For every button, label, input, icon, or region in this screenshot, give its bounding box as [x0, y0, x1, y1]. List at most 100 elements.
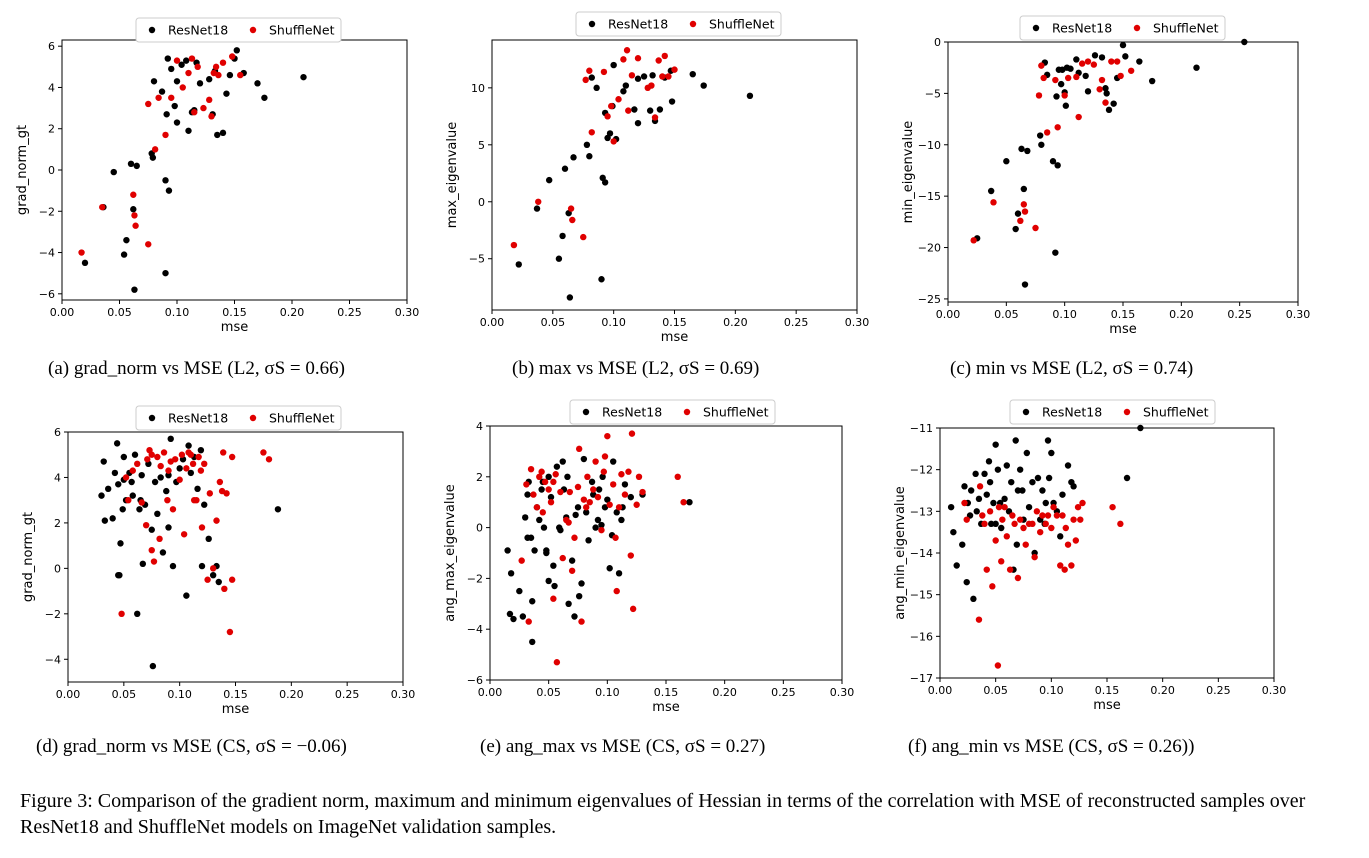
resnet18-point — [524, 491, 531, 498]
legend-marker-shufflenet — [249, 26, 257, 34]
resnet18-point — [1039, 487, 1046, 494]
resnet18-point — [98, 492, 105, 499]
scatter-chart-e: 0.00 0.05 0.10 0.15 0.20 0.25 0.30 −6 −4 −2 0 2 4 mse… — [443, 399, 854, 715]
resnet18-point — [550, 562, 557, 569]
legend-marker-resnet18 — [1022, 408, 1030, 416]
shufflenet-point — [608, 102, 615, 110]
x-tick-label: 0.15 — [662, 316, 687, 329]
resnet18-point — [1018, 145, 1025, 153]
resnet18-point — [196, 80, 204, 87]
resnet18-point — [215, 578, 222, 586]
shufflenet-point — [1075, 113, 1082, 121]
resnet18-point — [504, 547, 511, 554]
x-tick-label: 0.00 — [480, 316, 505, 329]
resnet18-point — [1029, 478, 1036, 486]
legend: ResNet18 ShuffleNet — [569, 399, 776, 425]
y-tick-label: 0 — [54, 562, 61, 575]
resnet18-point — [214, 131, 221, 139]
resnet18-point — [545, 577, 552, 585]
resnet18-point — [165, 524, 172, 531]
resnet18-point — [130, 206, 137, 213]
x-tick-label: 0.20 — [712, 686, 737, 699]
shufflenet-point — [600, 468, 608, 475]
shufflenet-point — [125, 496, 132, 504]
shufflenet-point — [200, 104, 207, 112]
shufflenet-point — [623, 47, 631, 54]
shufflenet-point — [213, 517, 220, 524]
shufflenet-point — [635, 473, 643, 480]
resnet18-point — [557, 526, 564, 534]
shufflenet-point — [583, 504, 590, 511]
shufflenet-point — [998, 558, 1005, 565]
resnet18-point — [990, 499, 997, 507]
shufflenet-point — [1074, 503, 1082, 511]
resnet18-point — [599, 473, 606, 480]
shufflenet-point — [539, 509, 546, 516]
shufflenet-point — [961, 499, 968, 507]
resnet18-point — [1102, 85, 1109, 92]
caption-f: (f) ang_min vs MSE (CS, σS = 0.26)) — [908, 736, 1195, 757]
resnet18-point — [1036, 132, 1044, 139]
y-axis-label: grad_norm_gt — [21, 512, 36, 602]
shufflenet-point — [665, 73, 672, 80]
legend-label-resnet18: ResNet18 — [1042, 405, 1102, 420]
resnet18-point — [506, 610, 514, 618]
shufflenet-point — [533, 504, 541, 511]
resnet18-point — [519, 613, 527, 620]
resnet18-point — [529, 638, 536, 646]
x-tick-label: 0.15 — [654, 686, 679, 699]
shufflenet-point — [655, 57, 662, 64]
shufflenet-point — [183, 465, 190, 472]
figure-caption: Figure 3: Comparison of the gradient nor… — [20, 790, 1306, 838]
shufflenet-point — [131, 212, 138, 219]
resnet18-point — [205, 535, 212, 543]
resnet18-point — [950, 528, 957, 536]
shufflenet-point — [1031, 553, 1038, 561]
resnet18-point — [634, 119, 642, 127]
y-tick-label: −2 — [45, 608, 61, 621]
shufflenet-point — [1117, 520, 1124, 528]
resnet18-point — [987, 187, 995, 195]
shufflenet-point — [1032, 224, 1039, 232]
shufflenet-point — [1077, 516, 1084, 523]
shufflenet-point — [1098, 76, 1106, 84]
resnet18-point — [110, 168, 117, 176]
legend-label-resnet18: ResNet18 — [168, 23, 228, 38]
shufflenet-point — [571, 534, 578, 541]
shufflenet-point — [215, 71, 222, 79]
x-tick-label: 0.20 — [1150, 684, 1175, 697]
shufflenet-point — [550, 478, 557, 486]
x-tick-label: 0.10 — [601, 316, 626, 329]
resnet18-point — [533, 205, 541, 212]
resnet18-point — [689, 70, 696, 78]
shufflenet-point — [976, 483, 984, 490]
resnet18-point — [988, 520, 995, 528]
shufflenet-point — [209, 565, 217, 572]
resnet18-point — [1098, 54, 1106, 61]
x-tick-label: 0.30 — [1286, 308, 1311, 321]
y-tick-label: 10 — [471, 82, 485, 95]
x-tick-label: 0.05 — [541, 316, 566, 329]
resnet18-point — [561, 165, 569, 172]
shufflenet-point — [671, 66, 678, 73]
shufflenet-point — [229, 53, 236, 60]
resnet18-point — [585, 537, 592, 544]
resnet18-point — [583, 509, 590, 516]
legend: ResNet18 ShuffleNet — [135, 17, 342, 43]
shufflenet-point — [648, 82, 655, 89]
resnet18-point — [1042, 499, 1049, 507]
x-tick-label: 0.05 — [983, 684, 1008, 697]
shufflenet-point — [130, 191, 137, 198]
resnet18-point — [1091, 52, 1099, 59]
shufflenet-point — [1084, 58, 1092, 65]
shufflenet-point — [674, 473, 681, 480]
shufflenet-point — [157, 462, 164, 470]
shufflenet-point — [580, 233, 587, 241]
resnet18-point — [105, 485, 112, 493]
resnet18-point — [668, 98, 676, 105]
shufflenet-point — [221, 585, 228, 593]
shufflenet-point — [165, 467, 172, 474]
shufflenet-point — [1039, 512, 1046, 519]
resnet18-point — [1137, 424, 1144, 432]
x-tick-label: 0.05 — [994, 308, 1019, 321]
